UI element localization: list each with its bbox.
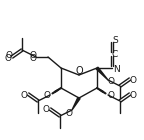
Text: O: O <box>5 51 13 60</box>
Polygon shape <box>72 97 80 110</box>
Text: O: O <box>129 90 137 100</box>
Text: O: O <box>30 51 36 60</box>
Text: O: O <box>108 76 114 86</box>
Text: S: S <box>112 36 118 45</box>
Text: O: O <box>66 108 72 117</box>
Text: O: O <box>20 90 28 100</box>
Text: O: O <box>75 66 83 76</box>
Text: O: O <box>30 53 36 62</box>
Text: O: O <box>42 106 50 115</box>
Polygon shape <box>96 67 108 80</box>
Text: N: N <box>113 65 119 74</box>
Text: O: O <box>129 75 137 85</box>
Text: O: O <box>43 92 51 101</box>
Text: C: C <box>112 50 118 59</box>
Text: O: O <box>108 92 114 101</box>
Text: O: O <box>4 53 12 62</box>
